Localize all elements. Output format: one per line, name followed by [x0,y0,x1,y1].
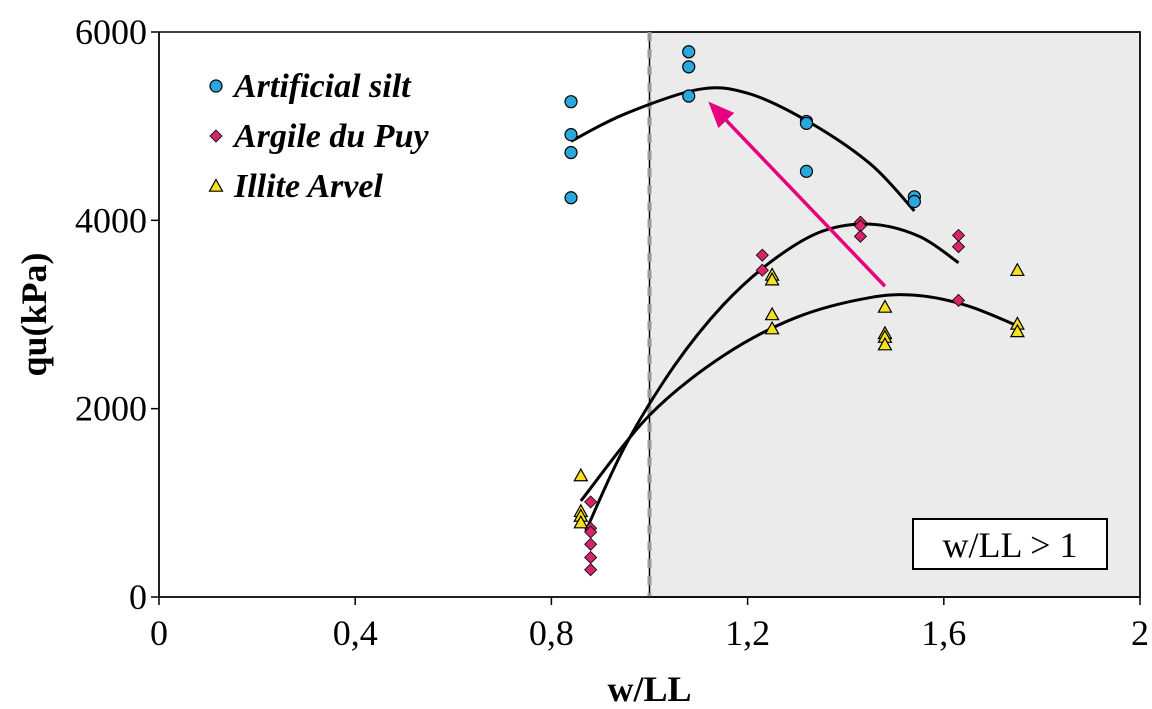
legend-marker-argile-du-puy [209,129,223,143]
point-artificial-silt [682,60,696,74]
point-artificial-silt [799,116,814,130]
point-illite-arvel [573,467,589,482]
point-argile-du-puy [584,563,598,577]
legend-marker-illite-arvel [208,178,224,192]
y-tick-label: 4000 [75,200,147,240]
point-artificial-silt [682,45,696,59]
legend-label-argile-du-puy: Argile du Puy [232,118,429,155]
point-illite-arvel [877,299,893,313]
point-argile-du-puy [755,248,769,262]
legend: Artificial silt Argile du Puy Illite Arvel [208,68,429,205]
x-axis: 0 0,4 0,8 1,2 1,6 2 [150,596,1149,653]
y-axis: 0 2000 4000 6000 [75,12,160,617]
point-illite-arvel [877,336,893,351]
x-tick-label: 1,6 [921,613,966,653]
legend-label-illite-arvel: Illite Arvel [233,168,383,205]
arrow-shaft [725,119,887,288]
x-tick-label: 1,2 [725,613,770,653]
point-artificial-silt [907,194,921,209]
point-illite-arvel [764,306,780,321]
trend-line [570,86,916,212]
point-artificial-silt [564,191,578,205]
x-axis-title: w/LL [607,669,691,709]
point-argile-du-puy [584,495,598,509]
point-illite-arvel [764,271,780,286]
legend-label-artificial-silt: Artificial silt [232,68,412,105]
arrow-annotation [708,101,887,288]
point-illite-arvel [573,514,589,529]
x-tick-label: 0 [150,613,168,653]
y-axis-title: qu(kPa) [14,252,54,376]
point-illite-arvel [1009,323,1025,338]
point-artificial-silt [564,95,578,109]
point-artificial-silt [564,145,578,160]
point-argile-du-puy [584,550,598,565]
point-illite-arvel [1009,262,1025,277]
point-artificial-silt [682,89,696,103]
legend-marker-artificial-silt [209,79,223,93]
x-tick-label: 0,4 [333,613,378,653]
point-argile-du-puy [951,293,966,307]
arrow-head [708,101,735,129]
x-tick-label: 0,8 [529,613,574,653]
point-argile-du-puy [853,229,867,243]
y-tick-label: 2000 [75,389,147,429]
point-argile-du-puy [951,240,966,254]
point-argile-du-puy [584,537,598,551]
region-label-box [912,518,1108,570]
point-artificial-silt [564,128,578,142]
y-tick-label: 0 [129,577,147,617]
region-label: w/LL > 1 [943,525,1078,565]
y-tick-label: 6000 [75,12,147,52]
point-argile-du-puy [755,263,769,277]
data-points [564,45,1025,577]
point-illite-arvel [764,320,780,335]
point-artificial-silt [799,164,814,178]
x-tick-label: 2 [1131,613,1149,653]
